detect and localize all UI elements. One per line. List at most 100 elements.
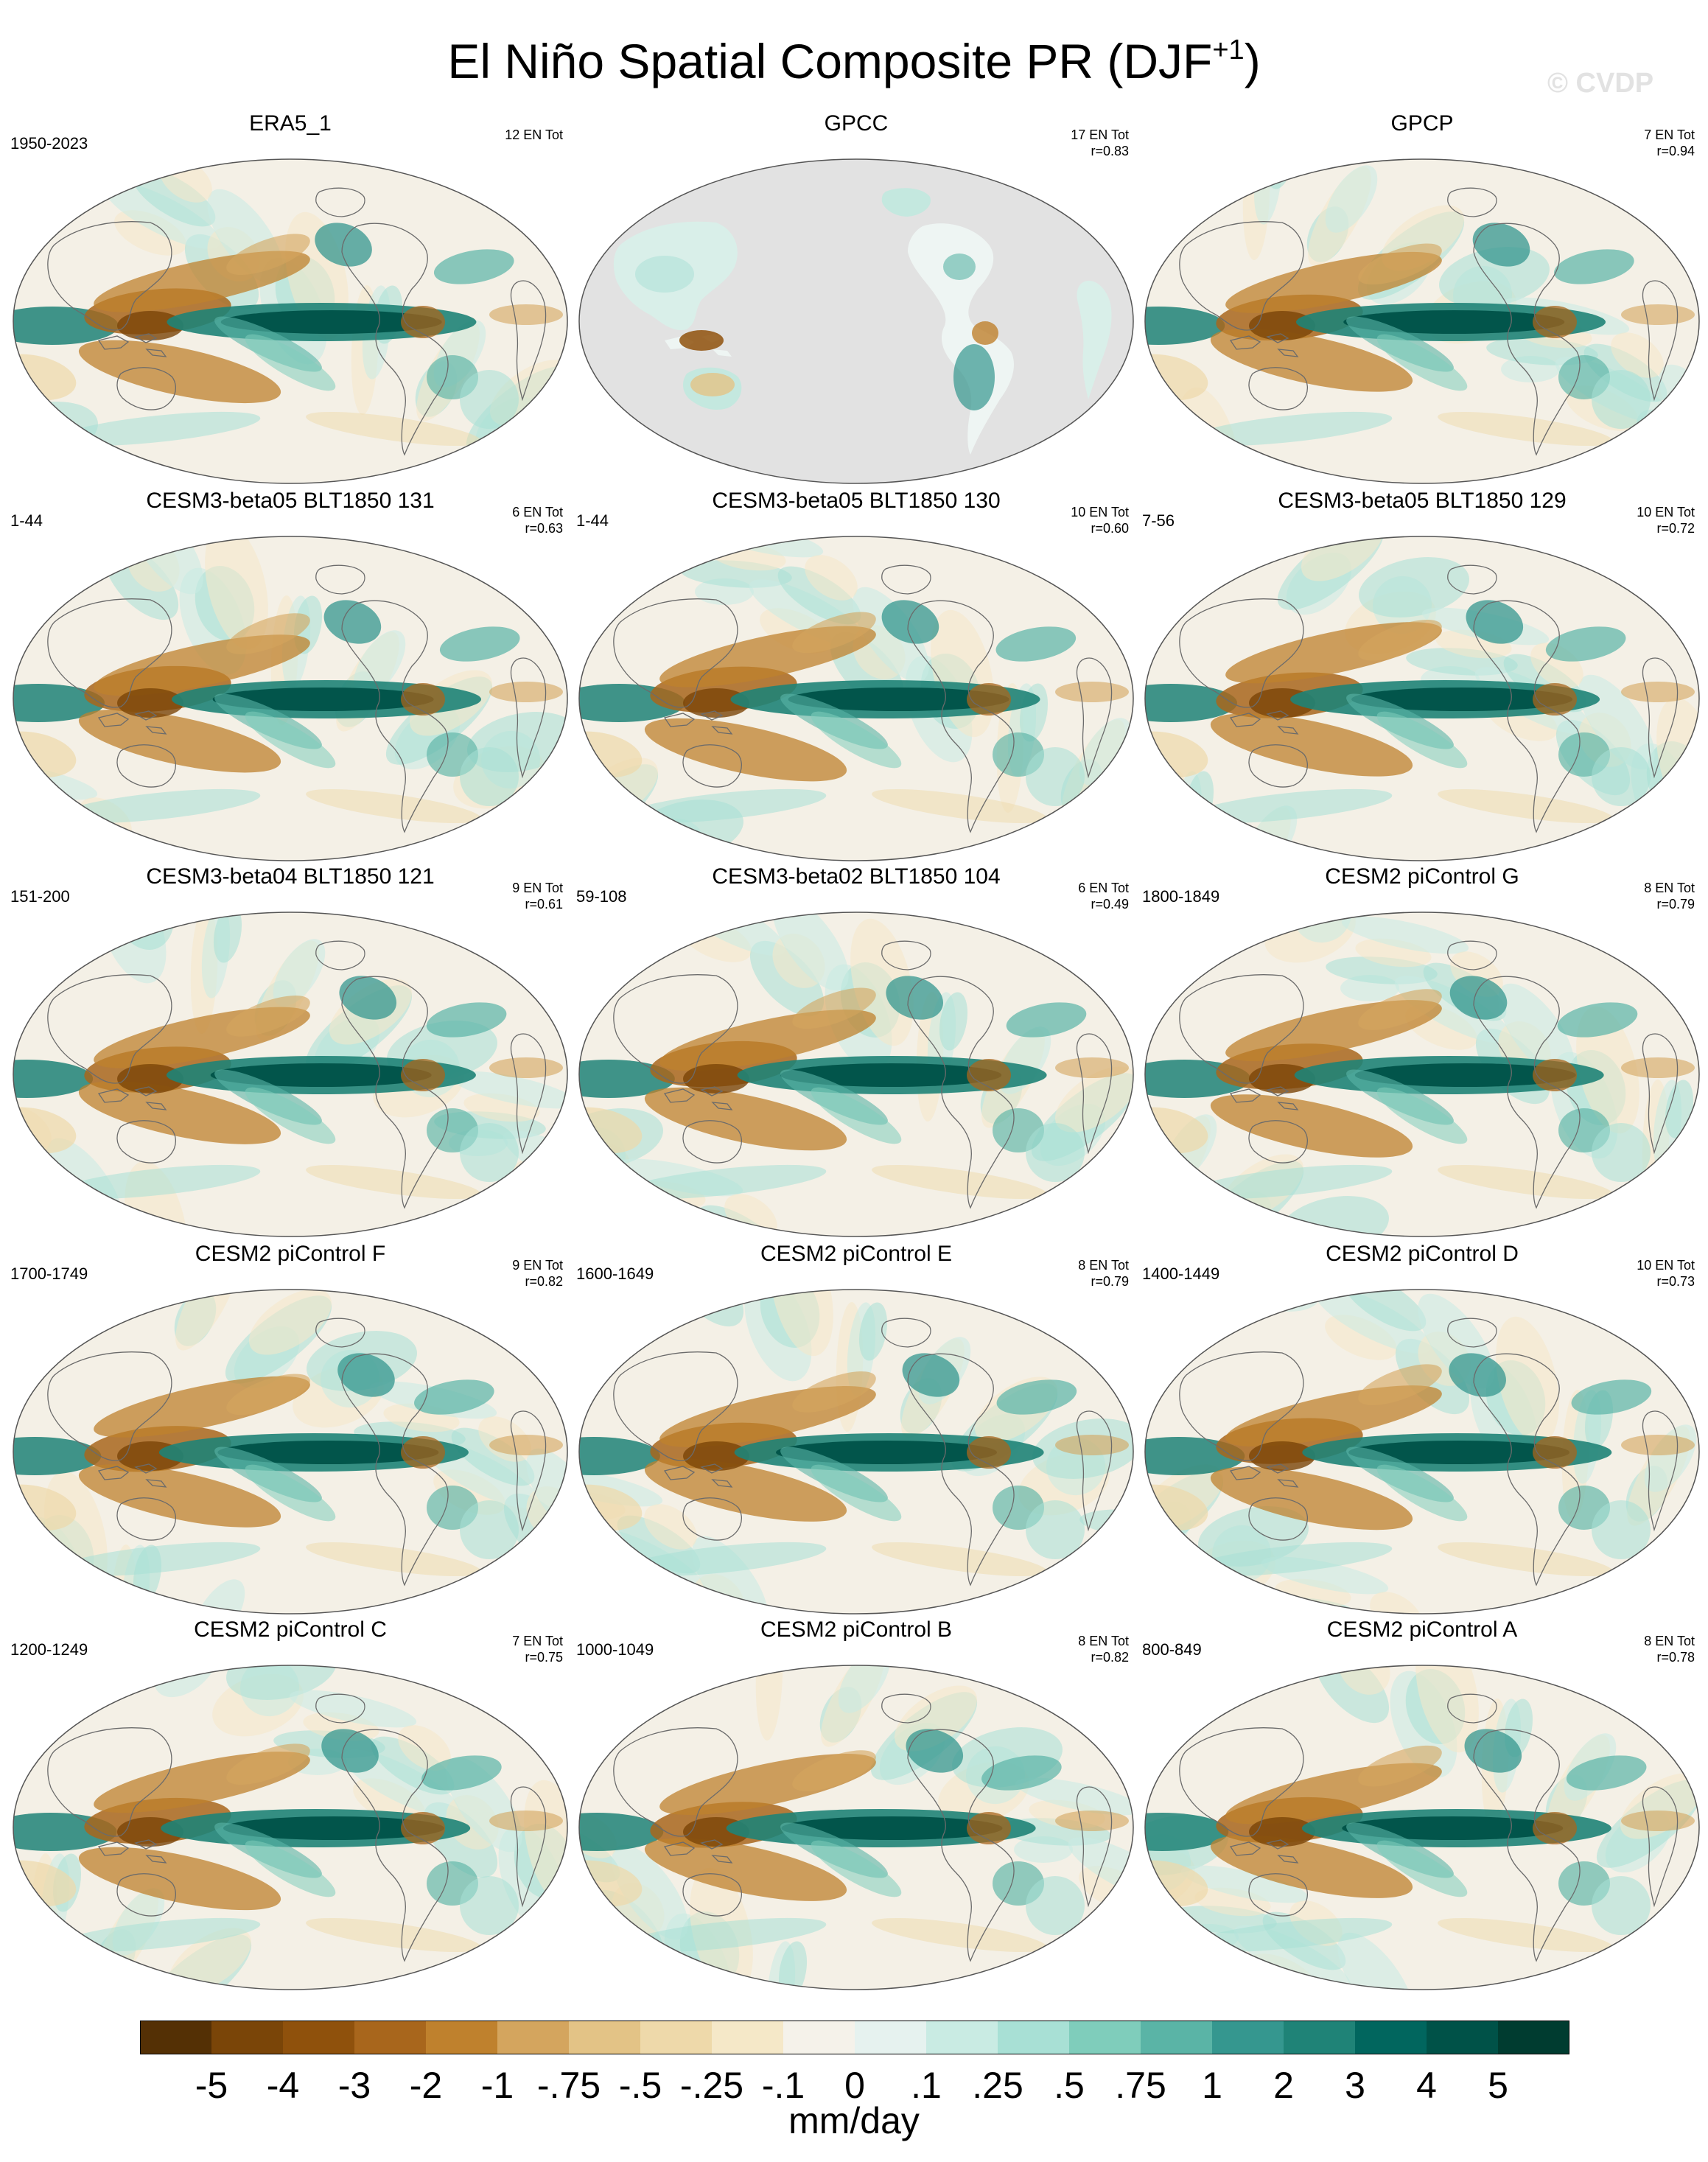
panel-event-count: 17 EN Tot <box>1071 127 1129 142</box>
map-panel: CESM3-beta05 BLT1850 129 7-56 10 EN Tot r=0… <box>1142 488 1702 864</box>
panel-title: CESM2 piControl F <box>195 1242 386 1266</box>
world-map <box>1144 1665 1700 1990</box>
colorbar-label: -1 <box>480 2065 514 2106</box>
world-map <box>13 1289 568 1614</box>
panel-event-count: 10 EN Tot <box>1071 505 1129 519</box>
world-map <box>1144 1289 1700 1614</box>
panel-period: 1200-1249 <box>10 1640 88 1659</box>
map-panel: CESM3-beta05 BLT1850 130 1-44 10 EN Tot r=0… <box>576 488 1136 864</box>
world-map <box>578 158 1134 484</box>
panel-title: CESM2 piControl G <box>1325 864 1519 889</box>
colorbar-label: -.1 <box>761 2065 805 2106</box>
panel-period: 1600-1649 <box>576 1264 654 1283</box>
world-map <box>13 158 568 484</box>
page-title-superscript: +1 <box>1212 35 1245 66</box>
panel-correlation: r=0.61 <box>525 897 563 912</box>
colorbar-label: -.5 <box>618 2065 662 2106</box>
panel-period: 1-44 <box>576 511 609 530</box>
colorbar-label: -.25 <box>679 2065 744 2106</box>
panel-event-count: 7 EN Tot <box>512 1634 563 1648</box>
panel-correlation: r=0.79 <box>1091 1274 1129 1289</box>
panel-correlation: r=0.73 <box>1656 1274 1695 1289</box>
colorbar-label: .5 <box>1054 2065 1085 2106</box>
panel-title: CESM3-beta04 BLT1850 121 <box>146 864 435 889</box>
colorbar-labels: -5 -4 -3 -2 -1 -.75 -.5 -.25 -.1 0 .1 .25 .5 .75 1 2 3 4 5 <box>0 2063 1708 2110</box>
panel-correlation: r=0.82 <box>1091 1650 1129 1665</box>
map-panel: CESM3-beta04 BLT1850 121 151-200 9 EN Tot r… <box>10 864 570 1239</box>
panel-event-count: 8 EN Tot <box>1644 881 1695 895</box>
colorbar-label: 1 <box>1202 2065 1222 2106</box>
panel-correlation: r=0.79 <box>1656 897 1695 912</box>
page-title-text: El Niño Spatial Composite PR (DJF <box>447 34 1213 88</box>
panel-title: GPCP <box>1390 111 1454 136</box>
map-panel: CESM2 piControl C 1200-1249 7 EN Tot r=0.75 <box>10 1617 570 1993</box>
colorbar-swatch <box>1427 2021 1499 2054</box>
colorbar-swatch <box>1069 2021 1141 2054</box>
panel-correlation: r=0.49 <box>1091 897 1129 912</box>
colorbar-label: 5 <box>1488 2065 1508 2106</box>
colorbar-swatch <box>926 2021 998 2054</box>
colorbar-swatch <box>1355 2021 1427 2054</box>
colorbar-label: 0 <box>844 2065 865 2106</box>
panel-event-count: 6 EN Tot <box>512 505 563 519</box>
colorbar-swatch <box>783 2021 855 2054</box>
panel-title: CESM3-beta05 BLT1850 131 <box>146 489 435 513</box>
panel-title: CESM2 piControl E <box>760 1242 953 1266</box>
colorbar-label: -2 <box>409 2065 443 2106</box>
page-title-close: ) <box>1244 34 1261 88</box>
map-panel: GPCP 7 EN Tot r=0.94 <box>1142 111 1702 486</box>
map-panel: CESM2 piControl B 1000-1049 8 EN Tot r=0.82 <box>576 1617 1136 1993</box>
colorbar-swatch <box>569 2021 641 2054</box>
panel-title: CESM3-beta02 BLT1850 104 <box>712 864 1001 889</box>
colorbar-label: -.75 <box>536 2065 601 2106</box>
colorbar-label: .75 <box>1115 2065 1166 2106</box>
colorbar-label: -3 <box>337 2065 371 2106</box>
colorbar-swatch <box>712 2021 784 2054</box>
map-panel: CESM3-beta05 BLT1850 131 1-44 6 EN Tot r=0.… <box>10 488 570 864</box>
map-panel: ERA5_1 1950-2023 12 EN Tot <box>10 111 570 486</box>
panel-period: 1000-1049 <box>576 1640 654 1659</box>
panel-period: 1400-1449 <box>1142 1264 1220 1283</box>
watermark: © CVDP <box>1547 68 1654 99</box>
world-map <box>13 912 568 1237</box>
panel-correlation: r=0.60 <box>1091 521 1129 536</box>
colorbar-swatch <box>998 2021 1070 2054</box>
panel-event-count: 12 EN Tot <box>505 127 563 142</box>
panel-period: 800-849 <box>1142 1640 1202 1659</box>
panel-correlation: r=0.72 <box>1656 521 1695 536</box>
colorbar-label: .25 <box>972 2065 1023 2106</box>
colorbar-label: 2 <box>1273 2065 1294 2106</box>
panel-event-count: 8 EN Tot <box>1644 1634 1695 1648</box>
colorbar-label: -5 <box>195 2065 228 2106</box>
colorbar-swatch <box>140 2021 212 2054</box>
panel-event-count: 7 EN Tot <box>1644 127 1695 142</box>
panel-period: 59-108 <box>576 887 627 906</box>
colorbar-swatch <box>855 2021 927 2054</box>
panel-period: 7-56 <box>1142 511 1175 530</box>
panel-title: CESM2 piControl B <box>760 1617 953 1642</box>
world-map <box>1144 536 1700 861</box>
panel-period: 1-44 <box>10 511 43 530</box>
map-panel: CESM2 piControl E 1600-1649 8 EN Tot r=0.79 <box>576 1241 1136 1617</box>
colorbar-swatch <box>283 2021 355 2054</box>
colorbar-swatch <box>1212 2021 1284 2054</box>
world-map <box>1144 158 1700 484</box>
panel-period: 1800-1849 <box>1142 887 1220 906</box>
panel-event-count: 8 EN Tot <box>1078 1634 1129 1648</box>
panel-correlation: r=0.94 <box>1656 144 1695 158</box>
world-map <box>13 1665 568 1990</box>
colorbar-swatch <box>1284 2021 1356 2054</box>
panel-period: 151-200 <box>10 887 70 906</box>
world-map <box>578 912 1134 1237</box>
map-panel: GPCC 17 EN Tot r=0.83 <box>576 111 1136 486</box>
panel-correlation: r=0.82 <box>525 1274 563 1289</box>
colorbar <box>140 2021 1569 2054</box>
panel-period: 1950-2023 <box>10 134 88 153</box>
colorbar-units: mm/day <box>788 2100 920 2141</box>
panel-event-count: 9 EN Tot <box>512 881 563 895</box>
panel-title: CESM3-beta05 BLT1850 129 <box>1278 489 1567 513</box>
panel-title: ERA5_1 <box>249 111 332 136</box>
map-panel: CESM2 piControl G 1800-1849 8 EN Tot r=0.79 <box>1142 864 1702 1239</box>
map-panel: CESM2 piControl A 800-849 8 EN Tot r=0.78 <box>1142 1617 1702 1993</box>
world-map <box>578 1289 1134 1614</box>
